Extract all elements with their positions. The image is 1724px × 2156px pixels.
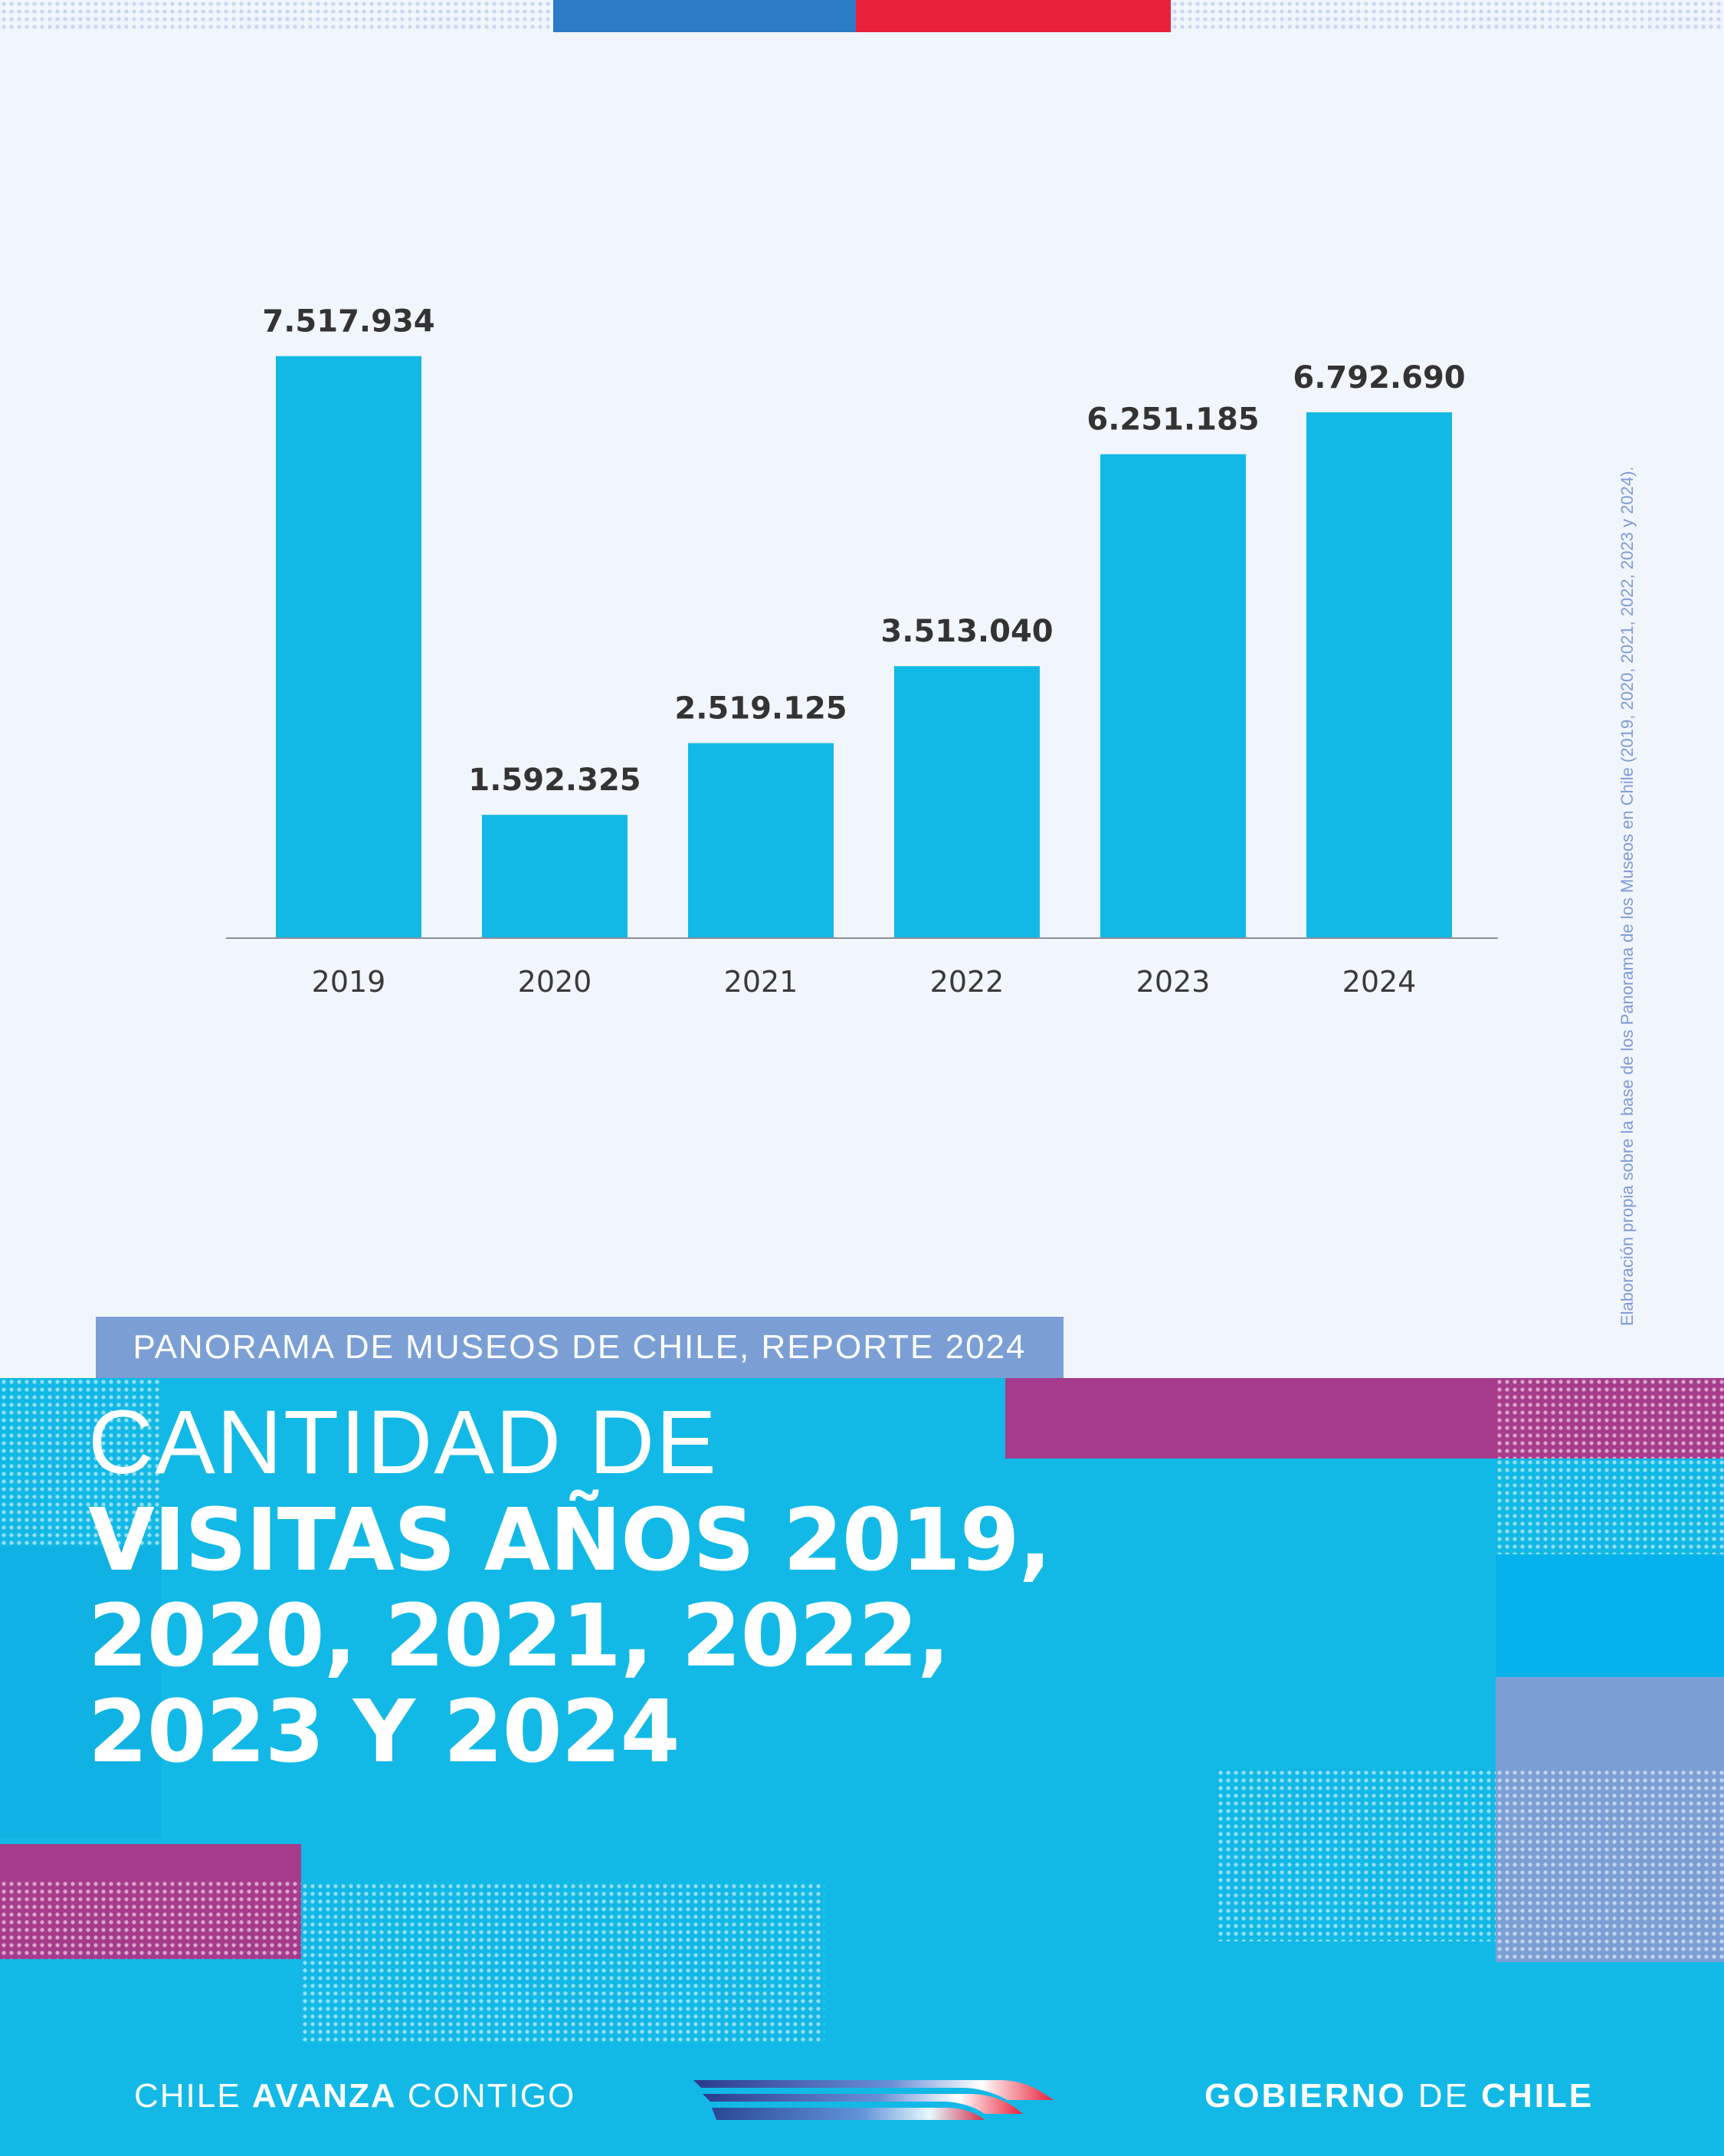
value-label-2023: 6.251.185 — [1087, 402, 1259, 438]
slogan-part-3: CONTIGO — [396, 2077, 576, 2115]
footer-slogan: CHILE AVANZA CONTIGO — [134, 2077, 575, 2115]
blue-block-right — [1496, 1554, 1724, 1677]
tick-label-2019: 2019 — [312, 965, 386, 999]
dotted-texture-bottom — [301, 1882, 824, 2045]
gov-part-2: DE — [1406, 2077, 1482, 2115]
source-note: Elaboración propia sobre la base de los … — [1617, 466, 1637, 1326]
tick-label-2020: 2020 — [518, 965, 592, 999]
dotted-texture-right-lower — [1217, 1769, 1496, 1941]
bar-2021 — [688, 743, 834, 938]
gov-part-3: CHILE — [1481, 2077, 1595, 2115]
report-label: PANORAMA DE MUSEOS DE CHILE, REPORTE 202… — [96, 1317, 1064, 1378]
top-dotted-band-left — [0, 0, 553, 32]
bar-2019 — [276, 356, 421, 938]
bar-2024 — [1306, 412, 1452, 938]
bar-2022 — [894, 666, 1040, 938]
title-bold-line-2: 2020, 2021, 2022, — [88, 1587, 950, 1686]
tick-label-2023: 2023 — [1136, 965, 1211, 999]
tick-label-2022: 2022 — [930, 965, 1005, 999]
slogan-part-1: CHILE — [134, 2077, 252, 2115]
value-label-2020: 1.592.325 — [468, 763, 641, 798]
value-label-2022: 3.513.040 — [880, 614, 1053, 649]
dotted-texture-magenta-right — [1496, 1378, 1724, 1459]
title-bold-line-3: 2023 Y 2024 — [88, 1682, 680, 1782]
tick-label-2021: 2021 — [724, 965, 798, 999]
top-dotted-band-right — [1171, 0, 1724, 32]
chile-logo-stripes — [693, 2080, 1054, 2120]
top-brand-bar-red — [856, 0, 1171, 32]
dotted-texture-magenta-bottom — [0, 1880, 301, 1959]
top-brand-bar-blue — [553, 0, 856, 32]
tick-label-2024: 2024 — [1342, 965, 1417, 999]
dotted-texture-lavender — [1496, 1769, 1724, 1962]
value-label-2019: 7.517.934 — [262, 304, 434, 340]
dotted-texture-left-top — [0, 1378, 161, 1547]
visits-bar-chart: 7.517.934 1.592.325 2.519.125 3.513.040 6.25… — [226, 304, 1498, 999]
dotted-texture-right-mid — [1496, 1459, 1724, 1554]
bar-2020 — [482, 815, 628, 938]
slogan-part-2: AVANZA — [251, 2077, 397, 2115]
footer-government: GOBIERNO DE CHILE — [1205, 2077, 1594, 2115]
magenta-block-top — [1005, 1378, 1496, 1459]
value-label-2021: 2.519.125 — [674, 691, 847, 727]
gov-part-1: GOBIERNO — [1205, 2077, 1407, 2115]
value-label-2024: 6.792.690 — [1293, 360, 1465, 395]
darker-block-left — [0, 1547, 161, 1838]
title-light: CANTIDAD DE — [88, 1392, 718, 1493]
bar-2023 — [1100, 454, 1246, 938]
title-bold-line-1: VISITAS AÑOS 2019, — [88, 1491, 1051, 1590]
title-panel — [0, 1378, 1724, 2156]
